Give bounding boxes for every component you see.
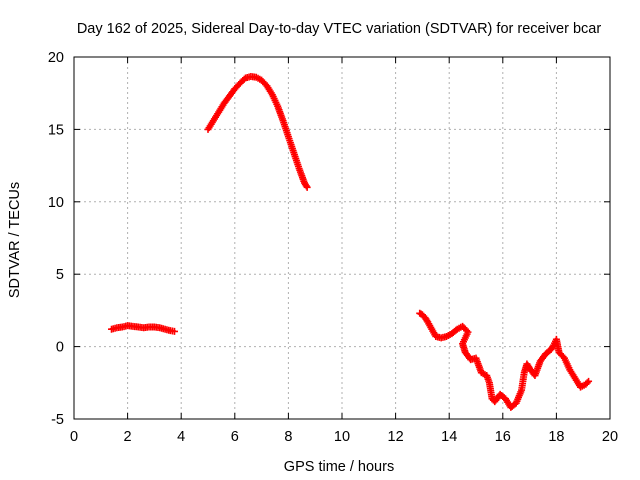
x-tick-label: 12: [388, 429, 404, 445]
data-point-marker: [171, 327, 178, 335]
series-segment-1: [108, 322, 178, 335]
y-tick-label: 20: [48, 50, 64, 66]
x-tick-label: 18: [548, 429, 564, 445]
x-tick-label: 8: [284, 429, 292, 445]
y-tick-label: 10: [48, 195, 64, 211]
x-tick-label: 4: [177, 429, 185, 445]
y-tick-label: 15: [48, 122, 64, 138]
data-point-marker: [302, 182, 310, 190]
series-segment-3: [416, 309, 593, 411]
y-axis-label: SDTVAR / TECUs: [7, 182, 23, 298]
x-tick-label: 20: [602, 429, 618, 445]
y-tick-label: -5: [51, 412, 64, 428]
x-axis-label: GPS time / hours: [284, 459, 394, 475]
x-tick-label: 16: [495, 429, 511, 445]
x-tick-label: 0: [70, 429, 78, 445]
series-segment-2: [204, 73, 311, 191]
x-tick-label: 6: [231, 429, 239, 445]
axis-ticks: [73, 56, 611, 420]
data-points: [108, 73, 593, 411]
data-point-marker: [583, 379, 591, 387]
data-point-marker: [303, 183, 311, 191]
x-tick-label: 14: [441, 429, 457, 445]
grid-lines: [74, 57, 610, 419]
axis-tick-labels: 0 2 4 6 8 10 12 14 16 18 20 -5 0 5 10 15 20: [48, 50, 618, 445]
chart-title: Day 162 of 2025, Sidereal Day-to-day VTE…: [77, 21, 602, 37]
data-point-marker: [585, 377, 593, 385]
x-tick-label: 10: [334, 429, 350, 445]
x-tick-label: 2: [124, 429, 132, 445]
y-tick-label: 5: [56, 267, 64, 283]
y-tick-label: 0: [56, 340, 64, 356]
